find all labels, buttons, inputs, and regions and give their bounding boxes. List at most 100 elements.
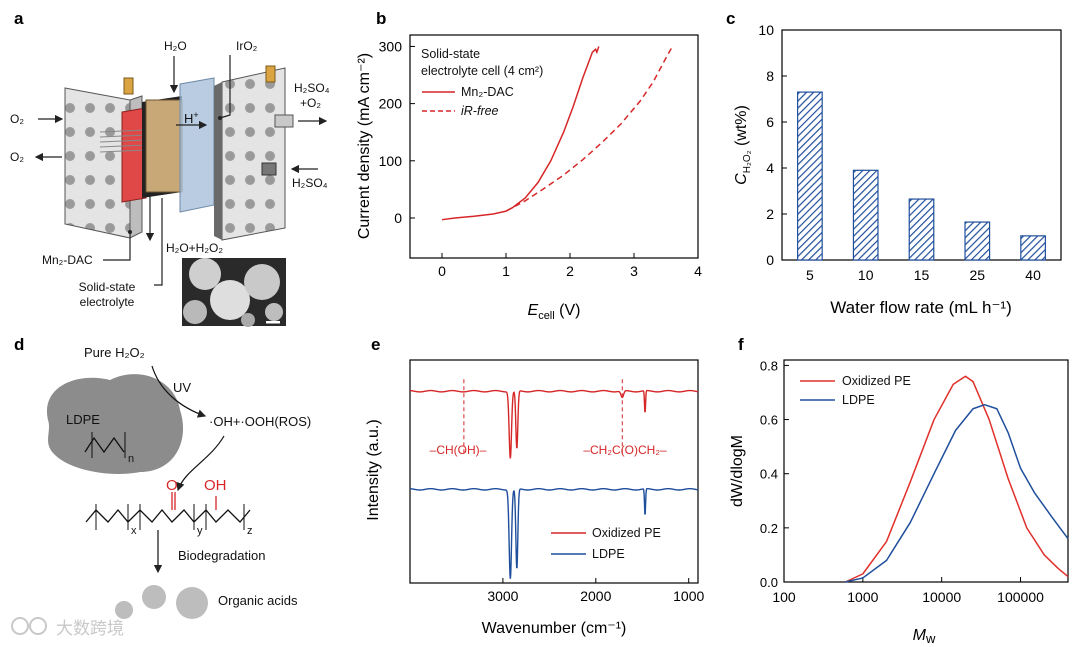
chart-e: 3000 2000 1000 Intensity (a.u.) Wavenumber… — [365, 359, 704, 637]
chart-f-ytick-label: 0.4 — [760, 467, 778, 482]
watermark-logo-icon — [11, 617, 29, 635]
chart-e-ylabel: Intensity (a.u.) — [365, 419, 382, 520]
watermark: 大数跨境 — [56, 619, 124, 639]
proton-label: H+ — [184, 110, 199, 126]
membrane — [179, 77, 215, 213]
oxidized-chain — [85, 508, 251, 523]
chart-f-series-ldpe — [845, 403, 1069, 583]
chart-b-series-mn2dac — [441, 46, 600, 221]
chart-b-ytick-label: 0 — [394, 210, 402, 226]
h2so4-o2-outlet-label-2: +O₂ — [300, 96, 321, 110]
chart-b-frame — [409, 34, 699, 259]
chart-c-xtick-label: 10 — [858, 267, 874, 283]
chart-c-xtick-label: 5 — [806, 267, 814, 283]
panel-label-f: f — [738, 335, 744, 354]
h2o-inlet-label: H₂O — [164, 39, 187, 53]
panel-label-a: a — [14, 9, 24, 28]
repeat-y: y — [197, 525, 203, 537]
chart-c-ytick-label: 6 — [766, 114, 774, 130]
chart-f-series-oxidized — [845, 375, 1069, 583]
inlet-port — [261, 162, 277, 176]
chart-c-xtick-label: 40 — [1025, 267, 1041, 283]
chart-f-xlabel: Mw — [913, 627, 936, 646]
carbonyl-label: O — [166, 477, 178, 494]
chart-b-xtick-label: 1 — [502, 263, 510, 279]
ldpe-repeat-unit — [84, 436, 125, 454]
h2so4-inlet-label: H₂SO₄ — [292, 176, 328, 190]
chart-b-xtick-label: 4 — [694, 263, 702, 279]
chart-e-annotation-ketone: –CH₂C(O)CH₂– — [583, 443, 667, 457]
chart-c-xtick-label: 15 — [914, 267, 930, 283]
chart-f-legend-ldpe: LDPE — [842, 393, 875, 407]
chart-c-ytick-label: 0 — [766, 252, 774, 268]
chart-f-ytick-label: 0.0 — [760, 575, 778, 590]
chart-e-xtick-label: 2000 — [580, 588, 611, 604]
iro2-label: IrO₂ — [236, 39, 258, 53]
chart-c-ytick-label: 10 — [758, 22, 774, 38]
chart-b-legend-irfree: iR-free — [461, 104, 499, 118]
chart-b-ytick-label: 100 — [379, 153, 403, 169]
o2-inlet-label: O₂ — [10, 112, 24, 126]
sem-inset-image — [182, 258, 286, 327]
chart-c-ytick-label: 8 — [766, 68, 774, 84]
panel-label-b: b — [376, 9, 386, 28]
chart-f-ytick-label: 0.6 — [760, 413, 778, 428]
panel-label-e: e — [371, 335, 380, 354]
chart-b-xtick-label: 3 — [630, 263, 638, 279]
acid-bubble-medium — [142, 585, 166, 609]
organic-acids-label: Organic acids — [218, 593, 298, 608]
chart-b-legend-title-1: Solid-state — [421, 47, 480, 61]
chart-b-ylabel: Current density (mA cm⁻²) — [356, 53, 373, 239]
h2so4-o2-outlet-label-1: H₂SO₄ — [294, 81, 330, 95]
ldpe-blob — [46, 374, 184, 475]
scale-bar — [266, 321, 280, 324]
chart-b: 0 1 2 3 4 0 100 200 300 Current density (mA cm⁻²… — [356, 34, 702, 322]
chart-e-xtick-label: 1000 — [673, 588, 704, 604]
panel-label-d: d — [14, 335, 24, 354]
panel-label-c: c — [726, 9, 735, 28]
chart-c-bar — [852, 169, 879, 261]
repeat-n: n — [128, 453, 134, 465]
chart-f-xtick-label: 10000 — [922, 589, 961, 605]
ros-label: ·OH+·OOH(ROS) — [209, 414, 311, 429]
solid-state-label-2: electrolyte — [80, 295, 135, 309]
chart-c-bar — [797, 91, 823, 261]
chart-c-xtick-label: 25 — [970, 267, 986, 283]
chart-b-legend-title-2: electrolyte cell (4 cm²) — [421, 64, 543, 78]
chart-f-ytick-label: 0.2 — [760, 521, 778, 536]
chart-b-ytick-label: 300 — [379, 38, 403, 54]
chart-e-legend-ldpe: LDPE — [592, 547, 625, 561]
chart-b-xtick-label: 2 — [566, 263, 574, 279]
right-terminal — [265, 65, 276, 83]
chart-e-legend-oxidized: Oxidized PE — [592, 526, 661, 540]
chart-c-ytick-label: 2 — [766, 206, 774, 222]
o2-outlet-label: O₂ — [10, 150, 24, 164]
chart-e-series-oxidized — [409, 389, 699, 459]
right-flow-plate — [221, 67, 286, 241]
left-terminal — [123, 77, 134, 95]
chart-b-xtick-label: 0 — [438, 263, 446, 279]
chart-f-xtick-label: 100000 — [997, 589, 1044, 605]
chart-f-xtick-label: 1000 — [847, 589, 878, 605]
chart-c-ytick-label: 4 — [766, 160, 774, 176]
hydroxyl-label: OH — [204, 477, 227, 494]
chart-f-frame — [783, 359, 1069, 583]
chart-c-bar — [1020, 235, 1046, 261]
repeat-x: x — [131, 525, 137, 537]
ldpe-label: LDPE — [66, 412, 100, 427]
mn2-dac-label: Mn₂-DAC — [42, 253, 93, 267]
uv-label: UV — [173, 380, 191, 395]
chart-c-xlabel: Water flow rate (mL h⁻¹) — [830, 298, 1012, 317]
biodegradation-label: Biodegradation — [178, 548, 265, 563]
catalyst-layer — [121, 107, 147, 203]
chart-e-xlabel: Wavenumber (cm⁻¹) — [482, 620, 627, 637]
chart-f-xtick-label: 100 — [772, 589, 796, 605]
chart-b-xlabel: Ecell (V) — [528, 302, 581, 322]
acid-bubble-large — [176, 587, 208, 619]
chart-e-series-ldpe — [409, 487, 699, 579]
degradation-scheme: LDPE n Pure H₂O₂ UV ·OH+·OOH(ROS) O OH x… — [46, 345, 311, 619]
chart-e-frame — [409, 359, 699, 584]
chart-e-xtick-label: 3000 — [487, 588, 518, 604]
chart-f: 100 1000 10000 100000 0.0 0.2 0.4 0.6 0.8 dW/dlo… — [729, 358, 1069, 646]
